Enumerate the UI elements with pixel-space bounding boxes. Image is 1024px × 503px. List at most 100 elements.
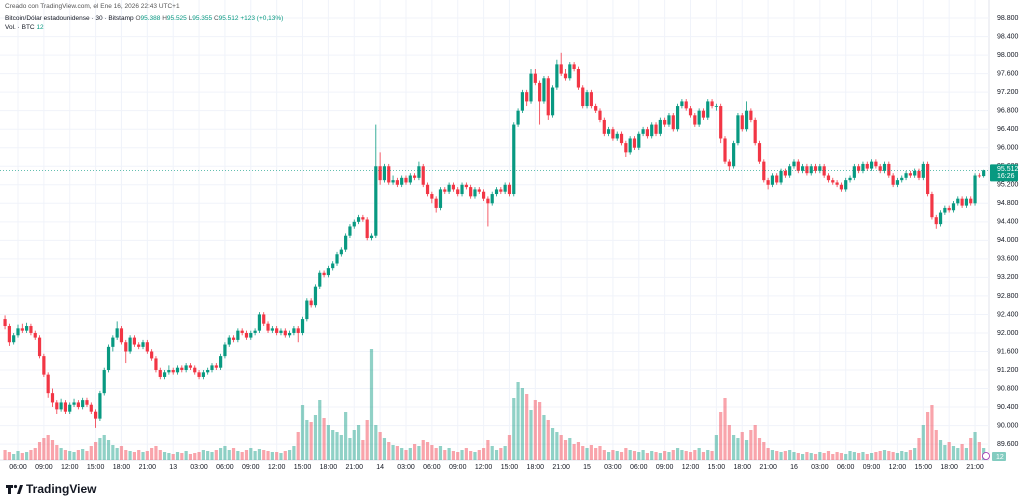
candle-body (749, 110, 753, 120)
candle-body (697, 110, 701, 125)
volume-bar (72, 452, 76, 460)
candle-body (740, 115, 744, 130)
volume-bar (628, 450, 632, 460)
y-tick-label: 96.400 (997, 126, 1019, 133)
candle-body (162, 372, 167, 377)
candle-body (671, 115, 675, 130)
x-tick-label: 09:00 (242, 464, 260, 471)
candle-body (37, 337, 42, 357)
volume-bar (559, 435, 563, 460)
volume (3, 349, 986, 460)
candle-body (175, 367, 180, 373)
ohlc-value: 95.512 (218, 15, 239, 22)
candle-body (262, 314, 266, 324)
volume-bar (249, 448, 253, 460)
candle-body (585, 92, 589, 107)
candle-body (490, 194, 494, 204)
volume-bar (710, 451, 714, 460)
x-tick-label: 18:00 (113, 464, 131, 471)
candle-body (934, 217, 938, 225)
candle-body (451, 184, 456, 190)
volume-tag (992, 452, 1006, 461)
candle-body (538, 82, 542, 102)
volume-bar (645, 453, 650, 460)
volume-bar (611, 450, 615, 460)
candle-body (374, 166, 378, 236)
volume-bar (154, 446, 158, 460)
candle-body (921, 163, 925, 178)
volume-bar (89, 446, 93, 460)
candle-body (417, 166, 421, 178)
candle-body (369, 235, 374, 239)
candle-body (891, 175, 895, 185)
x-tick-label: 12:00 (268, 464, 286, 471)
x-tick-label: 15 (583, 464, 591, 471)
volume-bar (197, 452, 201, 460)
volume-bar (296, 432, 300, 460)
volume-bar (206, 451, 210, 460)
volume-bar (339, 435, 343, 460)
volume-bar (818, 452, 822, 460)
symbol: Bitcoin/Dólar estadounidense · 30 · Bits… (5, 15, 134, 22)
volume-bar (253, 451, 257, 460)
candle-body (675, 106, 680, 130)
volume-bar (895, 453, 900, 460)
candle-body (826, 175, 831, 181)
candle-body (214, 365, 218, 368)
x-tick-label: 15:00 (708, 464, 726, 471)
volume-bar (158, 450, 162, 460)
candle-body (464, 184, 468, 188)
candle-body (857, 166, 861, 171)
volume-bar (732, 435, 736, 460)
x-tick-label: 13 (169, 464, 177, 471)
candle-body (977, 175, 981, 177)
ohlc-key: C (213, 15, 219, 22)
volume-bar (404, 450, 408, 460)
candle-body (473, 189, 477, 197)
volume-bar (283, 451, 287, 460)
volume-bar (572, 444, 576, 460)
volume-bar (507, 435, 512, 460)
volume-bar (753, 425, 757, 460)
settings-icon (982, 452, 990, 460)
volume-bar (908, 450, 912, 460)
volume-bar (128, 451, 132, 460)
candle-body (645, 129, 650, 137)
candle-body (499, 189, 503, 192)
candle-body (124, 342, 128, 352)
volume-bar (469, 451, 473, 460)
volume-bar (667, 452, 671, 460)
candle-body (589, 92, 593, 107)
volume-bar (76, 450, 80, 460)
volume-bar (900, 451, 904, 460)
candle-body (219, 356, 223, 368)
candle-body (701, 110, 706, 118)
volume-bar (326, 425, 330, 460)
volume-bar (145, 451, 149, 460)
candle-body (874, 161, 878, 167)
volume-bar (313, 415, 318, 460)
volume-bar (719, 412, 723, 460)
volume-bar (637, 452, 641, 460)
volume-bar (227, 450, 231, 460)
candle-body (757, 143, 762, 162)
candle-body (154, 358, 158, 371)
candle-body (287, 332, 292, 336)
candle-body (822, 166, 826, 176)
candle-body (352, 221, 356, 227)
volume-bar (356, 425, 361, 460)
volume-bar (499, 448, 503, 460)
volume-bar (525, 394, 529, 460)
x-tick-label: 06:00 (9, 464, 27, 471)
volume-bar (456, 452, 460, 460)
volume-bar (443, 450, 447, 460)
volume-bar (451, 451, 456, 460)
volume-bar (861, 452, 865, 460)
candle-body (615, 133, 619, 139)
volume-bar (231, 448, 236, 460)
volume-bar (887, 451, 891, 460)
candle-body (727, 161, 731, 167)
candle-body (895, 180, 900, 185)
volume-bar (12, 454, 16, 460)
volume-bar (348, 438, 352, 460)
